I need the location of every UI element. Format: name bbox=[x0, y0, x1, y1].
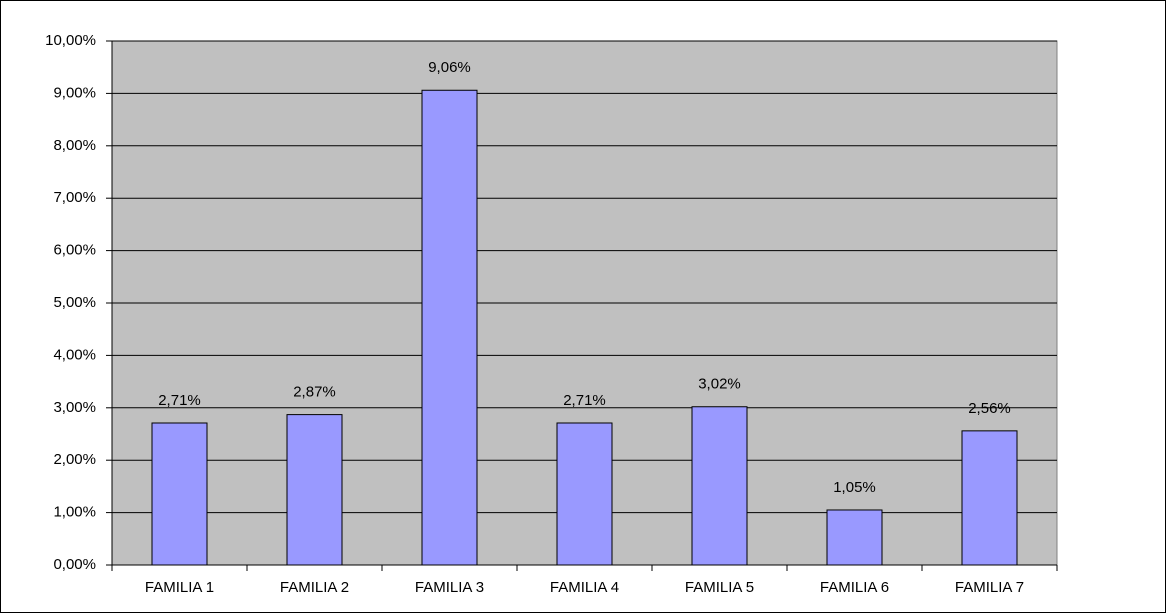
y-tick-label: 6,00% bbox=[53, 242, 96, 259]
y-tick-label: 9,00% bbox=[53, 84, 96, 101]
data-label: 2,87% bbox=[293, 384, 336, 401]
y-tick-label: 7,00% bbox=[53, 189, 96, 206]
data-label: 2,56% bbox=[968, 400, 1011, 417]
bar bbox=[556, 422, 613, 566]
bar bbox=[421, 89, 478, 566]
y-tick-label: 1,00% bbox=[53, 504, 96, 521]
x-tick-label: FAMILIA 2 bbox=[280, 579, 349, 596]
data-label: 1,05% bbox=[833, 479, 876, 496]
y-tick-label: 3,00% bbox=[53, 399, 96, 416]
y-tick-label: 0,00% bbox=[53, 556, 96, 573]
data-label: 2,71% bbox=[158, 392, 201, 409]
bar bbox=[286, 414, 343, 566]
bar bbox=[961, 430, 1018, 566]
y-tick-label: 5,00% bbox=[53, 294, 96, 311]
x-tick-label: FAMILIA 3 bbox=[415, 579, 484, 596]
data-label: 3,02% bbox=[698, 376, 741, 393]
y-tick-label: 8,00% bbox=[53, 137, 96, 154]
bar bbox=[691, 406, 748, 566]
data-label: 2,71% bbox=[563, 392, 606, 409]
data-label: 9,06% bbox=[428, 59, 471, 76]
y-tick-label: 4,00% bbox=[53, 346, 96, 363]
x-tick-label: FAMILIA 1 bbox=[145, 579, 214, 596]
x-tick-label: FAMILIA 5 bbox=[685, 579, 754, 596]
bar bbox=[151, 422, 208, 566]
x-tick-label: FAMILIA 6 bbox=[820, 579, 889, 596]
x-tick-label: FAMILIA 7 bbox=[955, 579, 1024, 596]
y-tick-label: 10,00% bbox=[45, 32, 96, 49]
x-tick-label: FAMILIA 4 bbox=[550, 579, 619, 596]
y-tick-label: 2,00% bbox=[53, 451, 96, 468]
bar bbox=[826, 509, 883, 566]
